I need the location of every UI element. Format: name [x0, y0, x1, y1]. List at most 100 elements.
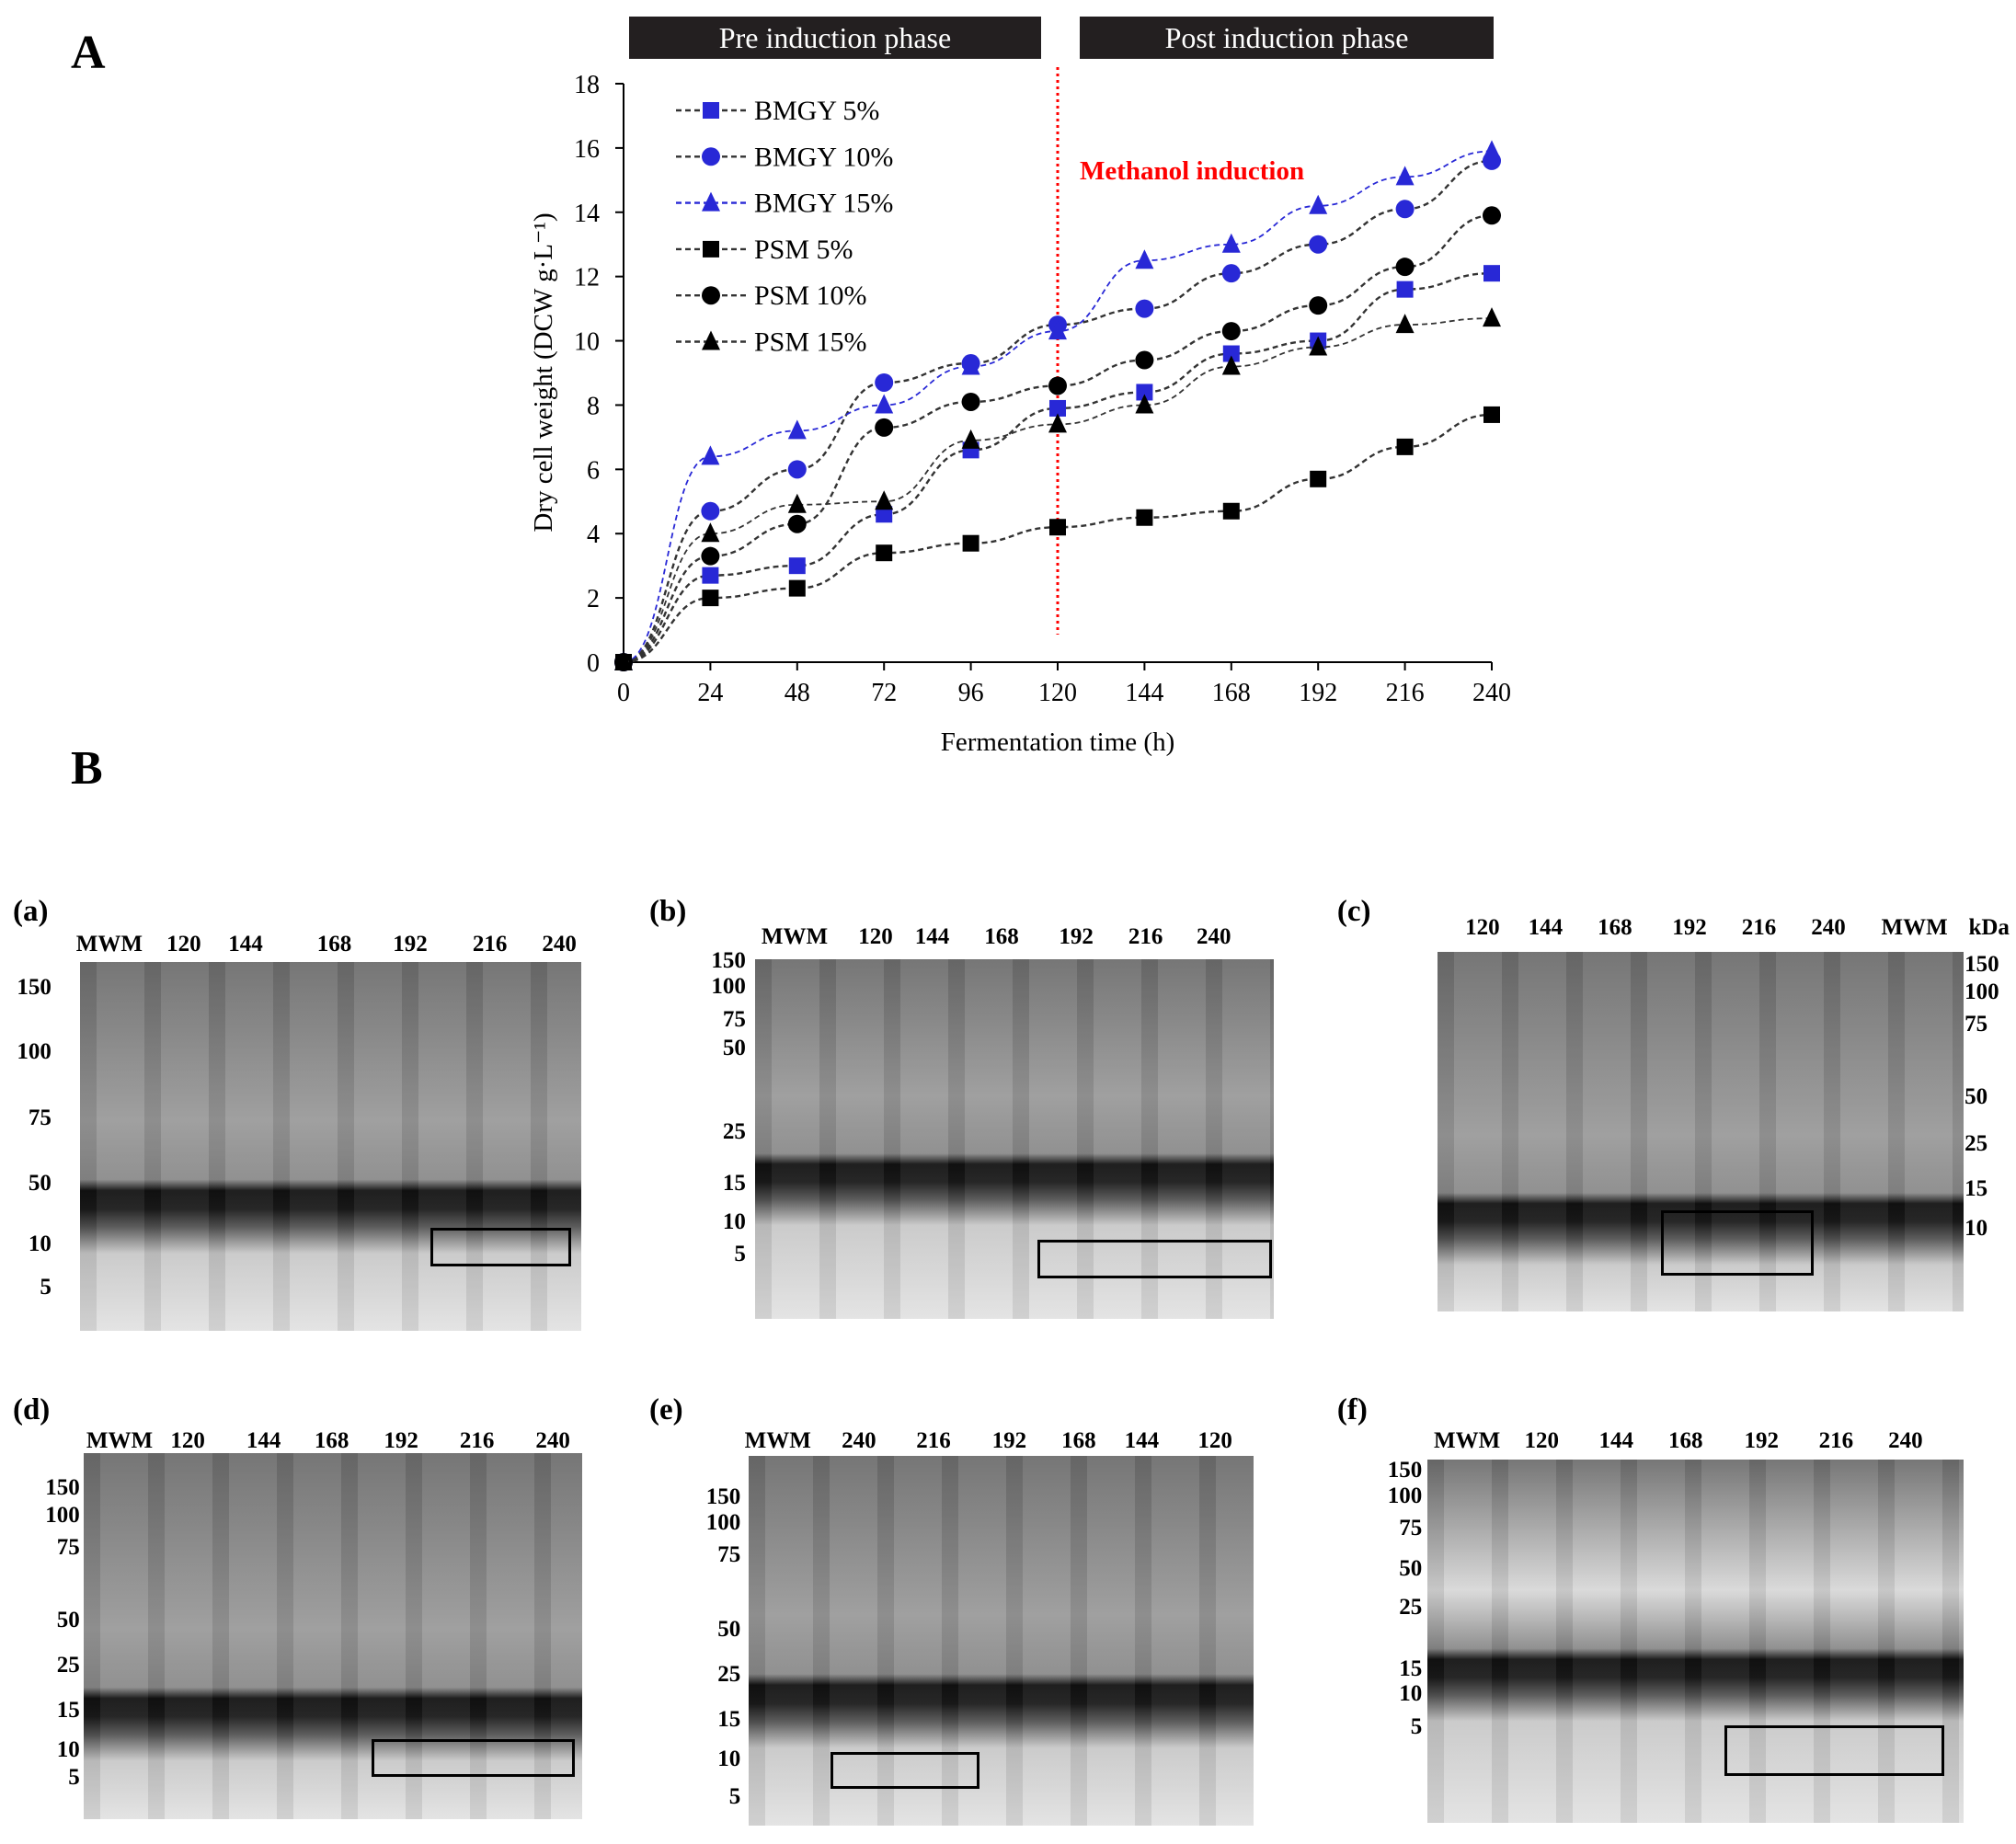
panel-a-label: A [71, 27, 106, 79]
data-point [788, 579, 806, 597]
lane-label: 240 [542, 931, 577, 956]
mw-marker-label: 150 [705, 1484, 741, 1510]
mw-marker-label: 150 [711, 948, 746, 974]
gel-panel-label-e: (e) [648, 1393, 683, 1426]
y-tick-label: 18 [574, 71, 600, 99]
data-point [787, 493, 807, 513]
data-point [1395, 166, 1415, 186]
data-point [1135, 299, 1154, 318]
series-line-2 [623, 150, 1493, 663]
data-point [702, 567, 719, 584]
mw-marker-label: 75 [717, 1541, 741, 1567]
mw-marker-label: 10 [56, 1737, 80, 1763]
series-line-5 [623, 317, 1493, 663]
lane-label: 192 [1059, 923, 1094, 949]
data-point [876, 506, 893, 523]
x-tick-label: 192 [1299, 679, 1337, 707]
mw-marker-label: 15 [717, 1706, 741, 1732]
gel-lane-stripes [1426, 1459, 1964, 1824]
lane-label: 120 [1465, 914, 1500, 940]
data-point [1483, 307, 1501, 327]
data-point [787, 419, 807, 440]
mw-marker-label: 150 [17, 975, 52, 1001]
data-point [1221, 322, 1241, 341]
y-tick-label: 8 [587, 392, 600, 420]
mw-marker-label: 150 [1964, 952, 1999, 978]
data-point [1309, 336, 1328, 356]
mw-marker-label: 100 [1387, 1483, 1423, 1508]
data-point [701, 445, 720, 465]
mw-marker-label: 100 [705, 1510, 741, 1536]
mw-marker-label: 25 [56, 1653, 80, 1678]
x-tick-label: 240 [1472, 679, 1511, 707]
highlight-box [430, 1227, 571, 1266]
gel-lane-stripes [1437, 951, 1964, 1311]
x-tick-label: 168 [1212, 679, 1251, 707]
data-point [1483, 265, 1500, 282]
lane-label: MWM [744, 1427, 811, 1453]
data-point [1135, 350, 1154, 370]
lane-label: MWM [761, 923, 829, 949]
lane-label: 144 [1124, 1427, 1160, 1453]
lane-label: 168 [1061, 1427, 1096, 1453]
data-point [1222, 345, 1240, 362]
lane-label: 192 [991, 1427, 1027, 1453]
x-tick-label: 120 [1038, 679, 1077, 707]
x-tick-label: 144 [1125, 679, 1163, 707]
y-tick-label: 10 [574, 328, 600, 357]
lane-label: 216 [472, 931, 508, 956]
mw-marker-label: 50 [56, 1608, 80, 1633]
data-point [702, 590, 719, 607]
legend-label: BMGY 5% [754, 96, 879, 126]
data-point [1483, 406, 1500, 423]
mw-marker-label: 75 [1964, 1011, 1988, 1037]
legend-marker [702, 330, 720, 350]
gel-panel-label-b: (b) [648, 894, 687, 928]
mw-marker-label: 150 [45, 1475, 80, 1501]
data-point [1048, 376, 1067, 395]
mw-marker-label: 10 [1964, 1215, 1988, 1241]
mw-marker-label: 50 [717, 1617, 741, 1643]
legend-marker [703, 102, 719, 119]
y-tick-label: 12 [574, 264, 600, 292]
mw-marker-label: 5 [728, 1783, 741, 1809]
lane-label: MWM [1434, 1427, 1501, 1453]
gel-image-f [1426, 1459, 1964, 1824]
data-point [876, 544, 893, 562]
data-point [875, 418, 894, 437]
data-point [1395, 258, 1415, 277]
legend-marker [702, 147, 720, 166]
data-point [1049, 399, 1066, 417]
data-point [701, 501, 720, 521]
data-point [875, 372, 894, 392]
mw-marker-label: 150 [1387, 1457, 1423, 1483]
lane-label: 240 [842, 1427, 876, 1453]
data-point [787, 460, 807, 479]
data-point [788, 557, 806, 575]
data-point [1396, 281, 1414, 298]
mw-marker-label: 100 [45, 1502, 80, 1528]
panel-b-label: B [71, 742, 103, 795]
lane-label: 240 [535, 1427, 570, 1453]
mw-marker-label: 50 [1964, 1084, 1988, 1110]
lane-label: 120 [1197, 1427, 1232, 1453]
series-line-0 [623, 271, 1493, 664]
mw-marker-label: 5 [1410, 1714, 1423, 1740]
gel-image-a [79, 961, 581, 1331]
lane-label: 120 [170, 1427, 205, 1453]
lane-label: 168 [1668, 1427, 1703, 1453]
legend-label: PSM 10% [754, 281, 867, 311]
data-point [1221, 264, 1241, 283]
gel-panel-label-a: (a) [12, 894, 49, 928]
data-point [1310, 470, 1327, 487]
highlight-box [1037, 1240, 1272, 1279]
data-point [1048, 413, 1067, 433]
lane-label: 240 [1811, 914, 1846, 940]
gel-image-e [748, 1455, 1254, 1827]
legend-label: BMGY 15% [754, 189, 893, 219]
lane-label: MWM [75, 931, 143, 956]
lane-label: 216 [916, 1427, 951, 1453]
data-point [1396, 438, 1414, 455]
mw-marker-label: 15 [722, 1170, 746, 1196]
data-point [875, 394, 894, 414]
